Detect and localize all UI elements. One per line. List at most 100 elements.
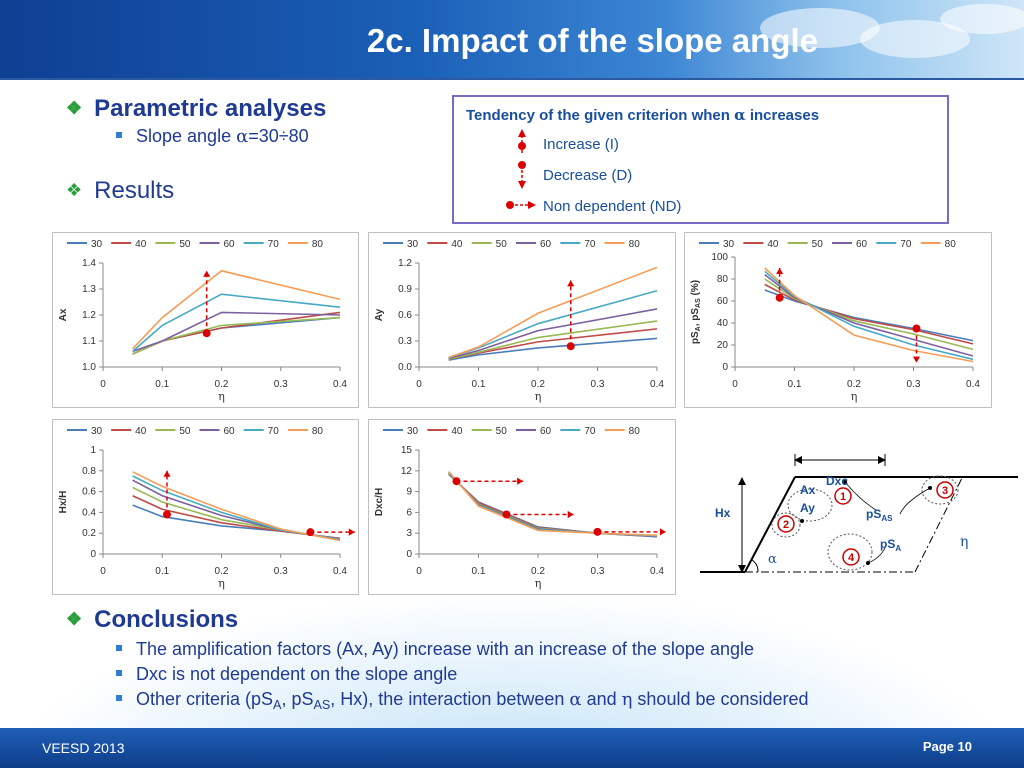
slope-alpha: α <box>236 126 249 147</box>
bullet-parametric-text: Parametric analyses <box>94 95 327 122</box>
y-tick-label: 3 <box>406 528 412 539</box>
zone-2-text: 2 <box>783 519 789 531</box>
legend-label: 70 <box>900 239 912 250</box>
legend-label: 60 <box>224 426 236 437</box>
x-tick-label: 0.3 <box>591 566 605 577</box>
conclusion-1: The amplification factors (Ax, Ay) incre… <box>116 639 754 660</box>
bullet-conclusions: ❖ Conclusions <box>66 606 238 634</box>
psa-label-sub: A <box>895 544 901 553</box>
y-axis-title: Ay <box>374 308 385 321</box>
y-axis-title: Dxc/H <box>374 488 385 516</box>
series-line-80 <box>764 267 974 363</box>
eta-label: η <box>960 534 968 550</box>
y-tick-label: 1.1 <box>82 336 96 347</box>
y-tick-label: 80 <box>717 274 729 285</box>
x-tick-label: 0.2 <box>215 379 229 390</box>
chart-hx: 30 40 50 60 70 80 0 0.2 0.4 0.6 0.8 1 0 0.1 0.2 0.3 0.4 η… <box>52 419 359 595</box>
hx-label: Hx <box>715 506 731 520</box>
square-bullet-icon <box>116 645 122 651</box>
zone-3-text: 3 <box>942 485 948 497</box>
x-tick-label: 0.1 <box>472 566 486 577</box>
tendency-non-dependent: Non dependent (ND) <box>543 198 682 215</box>
conclusion-1-text: The amplification factors (Ax, Ay) incre… <box>136 639 754 659</box>
zone-3-badge <box>936 481 954 499</box>
y-tick-label: 1 <box>90 445 96 456</box>
zone-1-outline <box>787 488 833 522</box>
conclusion-3-d: should be considered <box>632 689 809 709</box>
zone-1-badge <box>834 487 852 505</box>
series-line-80 <box>448 266 658 359</box>
conclusion-2: Dxc is not dependent on the slope angle <box>116 664 457 685</box>
trend-arrow <box>202 270 211 338</box>
zone-4-badge <box>842 548 860 566</box>
tendency-title-a: Tendency of the given criterion when <box>466 107 735 124</box>
bullet-parametric: ❖ Parametric analyses <box>66 95 326 123</box>
x-axis-title: η <box>851 390 858 403</box>
legend-label: 70 <box>268 239 280 250</box>
legend-label: 50 <box>179 426 191 437</box>
trend-arrow-0-head <box>163 470 171 477</box>
trend-arrow-0-head <box>567 280 575 287</box>
bullet-results: ❖ Results <box>66 177 174 205</box>
trend-arrow-0-head <box>776 268 784 274</box>
y-tick-label: 1.2 <box>398 258 412 269</box>
footer-page-number: Page 10 <box>922 739 972 754</box>
conclusion-3: Other criteria (pSA, pSAS, Hx), the inte… <box>116 689 809 712</box>
ax-label: Ax <box>800 483 816 497</box>
chart-dxc-svg: 30 40 50 60 70 80 0 3 6 9 12 15 0 0.1 0.2 0.3 0.4 η Dxc/H <box>374 426 666 590</box>
trend-arrow <box>306 528 355 537</box>
legend-label: 80 <box>629 239 641 250</box>
x-tick-label: 0.4 <box>333 379 347 390</box>
slope-schematic: Dxc Hx Ax Ay pSAS pSA α η 1 2 3 4 <box>700 454 1018 573</box>
ay-label: Ay <box>800 501 815 515</box>
trend-arrow-2-head <box>659 528 666 536</box>
tendency-decrease: Decrease (D) <box>543 167 633 184</box>
legend-label: 30 <box>91 426 103 437</box>
y-tick-label: 0.2 <box>82 528 96 539</box>
trend-arrow-0-dot <box>775 293 784 302</box>
legend-label: 80 <box>312 239 324 250</box>
trend-arrow-0-head <box>517 477 524 485</box>
series-line-80 <box>132 269 341 350</box>
x-tick-label: 0.1 <box>788 379 802 390</box>
x-tick-label: 0 <box>732 379 738 390</box>
series-line-70 <box>132 293 341 353</box>
chart-legend: 30 40 50 60 70 80 <box>67 426 323 437</box>
square-bullet-icon <box>116 695 122 701</box>
trend-arrow <box>593 527 666 536</box>
y-tick-label: 0 <box>406 549 412 560</box>
y-tick-label: 1.4 <box>82 258 96 269</box>
zone-4-outline <box>827 533 873 571</box>
x-tick-label: 0.4 <box>650 379 664 390</box>
trend-arrow-0-dot <box>452 477 461 486</box>
series-line-50 <box>132 316 341 355</box>
y-tick-label: 15 <box>401 445 413 456</box>
conclusion-3-and: and <box>581 689 622 709</box>
legend-label: 40 <box>135 239 147 250</box>
legend-label: 80 <box>629 426 641 437</box>
x-tick-label: 0.1 <box>155 379 169 390</box>
trend-arrow-0-dot <box>566 342 575 351</box>
chart-hx-svg: 30 40 50 60 70 80 0 0.2 0.4 0.6 0.8 1 0 0.1 0.2 0.3 0.4 η… <box>58 426 355 590</box>
legend-label: 60 <box>856 239 868 250</box>
chart-ps: 30 40 50 60 70 80 0 20 40 60 80 100 0 0.1 0.2 0.3 0.4 η pS… <box>684 232 992 408</box>
diamond-bullet-icon: ❖ <box>66 98 83 118</box>
x-tick-label: 0.2 <box>215 566 229 577</box>
trend-arrow <box>775 268 784 302</box>
legend-label: 80 <box>945 239 957 250</box>
cloud-decoration <box>940 4 1024 34</box>
y-tick-label: 60 <box>717 296 729 307</box>
series-line-50 <box>764 278 974 351</box>
legend-label: 80 <box>312 426 324 437</box>
tendency-legend-box: Tendency of the given criterion when α i… <box>452 95 949 224</box>
slope-range: =30÷80 <box>248 126 309 146</box>
x-tick-label: 0 <box>100 566 106 577</box>
increase-arrowhead-icon <box>518 129 526 137</box>
legend-label: 40 <box>451 426 463 437</box>
bullet-conclusions-text: Conclusions <box>94 606 239 633</box>
square-bullet-icon <box>116 132 122 138</box>
x-tick-label: 0.4 <box>650 566 664 577</box>
zone-4-text: 4 <box>848 552 855 564</box>
y-tick-label: 1.2 <box>82 310 96 321</box>
x-tick-label: 0.3 <box>591 379 605 390</box>
